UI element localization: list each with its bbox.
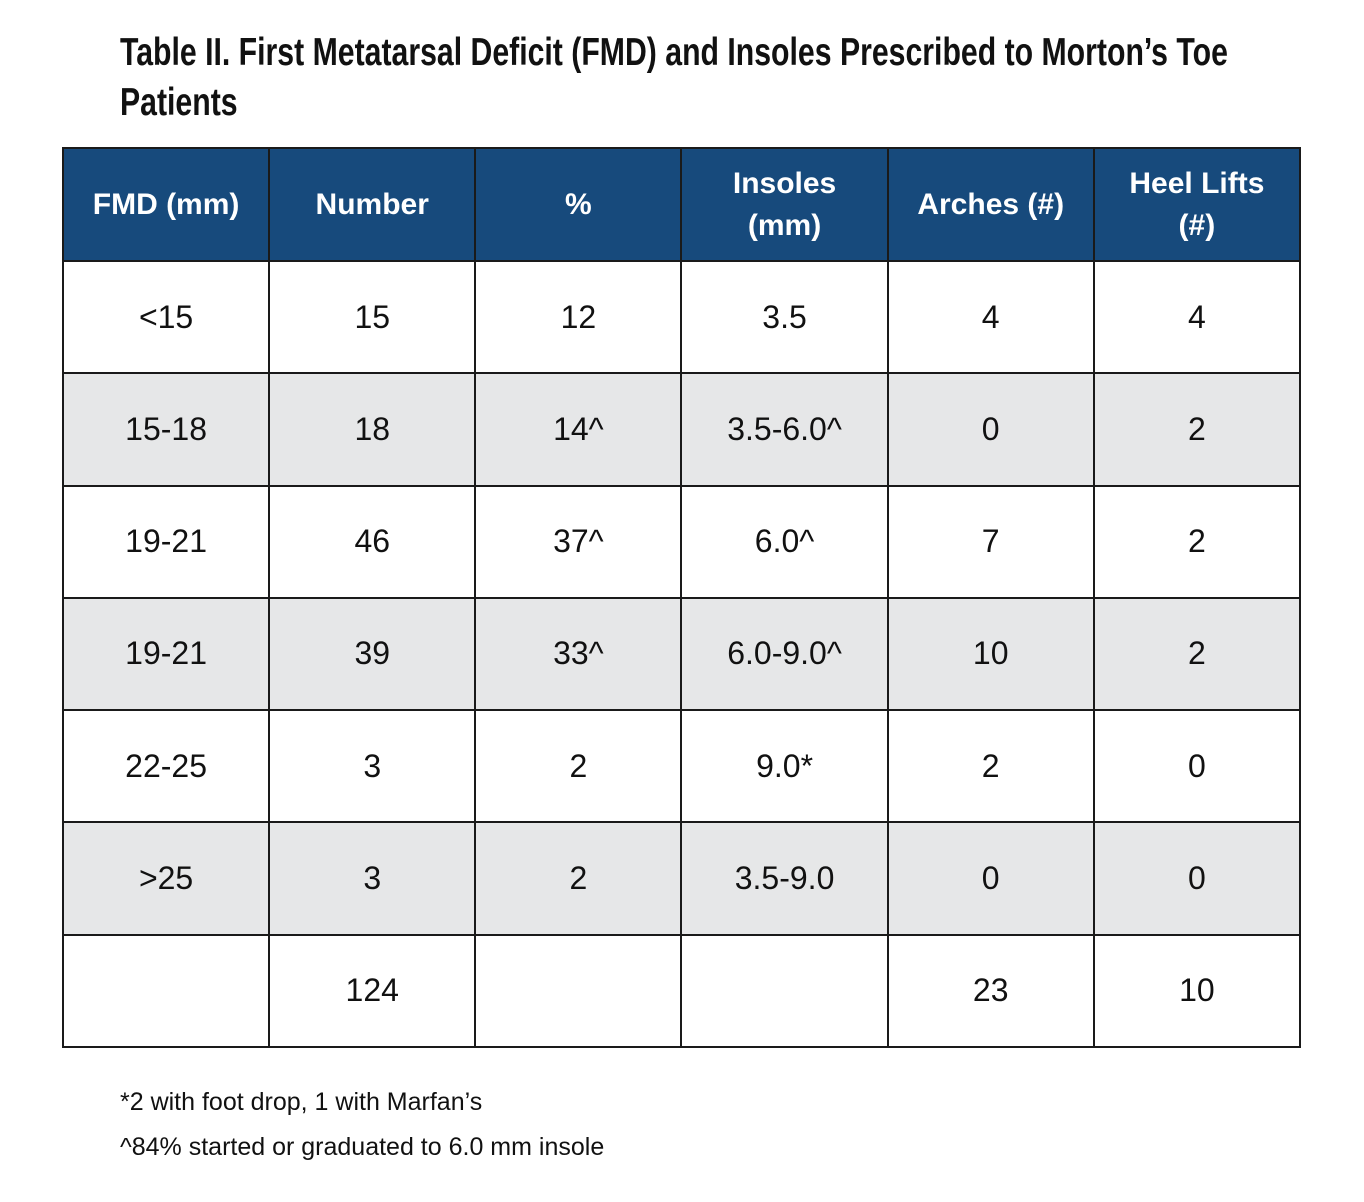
header-text: %	[565, 187, 592, 221]
table-cell: 3.5-6.0^	[680, 372, 889, 487]
table-cell: <15	[61, 259, 271, 375]
table-cell: 6.0^	[680, 484, 889, 599]
table-cell: 4	[886, 259, 1095, 375]
table-cell: 12	[474, 259, 683, 375]
table-cell: 0	[886, 372, 1095, 487]
header-cell: FMD (mm)	[61, 147, 271, 262]
header-text: Arches (#)	[917, 187, 1065, 221]
table-cell: 23	[886, 933, 1095, 1049]
table-cell: 10	[1092, 933, 1302, 1049]
table-cell: 3	[268, 821, 477, 936]
table-cell	[61, 933, 271, 1049]
table-cell: 3.5	[680, 259, 889, 375]
table-cell: 6.0-9.0^	[680, 596, 889, 712]
table-cell	[474, 933, 683, 1049]
table-cell: 15	[268, 259, 477, 375]
table-cell: 2	[1092, 372, 1302, 487]
table-cell: 9.0*	[680, 709, 889, 824]
table-row: >25 3 2 3.5-9.0 0 0	[61, 821, 1302, 936]
header-text: Heel Lifts (#)	[1129, 166, 1265, 242]
header-text: Insoles (mm)	[732, 166, 837, 242]
table-cell: 19-21	[61, 596, 271, 712]
table-row: 19-21 39 33^ 6.0-9.0^ 10 2	[61, 596, 1302, 712]
header-text: FMD (mm)	[92, 187, 240, 221]
table-cell: 0	[1092, 821, 1302, 936]
table-cell: 2	[1092, 484, 1302, 599]
table-cell: 10	[886, 596, 1095, 712]
table-cell: 33^	[474, 596, 683, 712]
footnote: ^84% started or graduated to 6.0 mm inso…	[120, 1133, 605, 1161]
header-cell: Arches (#)	[886, 147, 1095, 262]
header-text: Number	[315, 187, 429, 221]
table-cell: 7	[886, 484, 1095, 599]
table-row: 15-18 18 14^ 3.5-6.0^ 0 2	[61, 372, 1302, 487]
table-cell: 0	[1092, 709, 1302, 824]
table-cell: 39	[268, 596, 477, 712]
table-cell	[680, 933, 889, 1049]
table-cell: >25	[61, 821, 271, 936]
table-cell: 15-18	[61, 372, 271, 487]
table-row: <15 15 12 3.5 4 4	[61, 259, 1302, 375]
table-cell: 124	[268, 933, 477, 1049]
table-cell: 22-25	[61, 709, 271, 824]
table-cell: 37^	[474, 484, 683, 599]
table-cell: 3	[268, 709, 477, 824]
table-cell: 19-21	[61, 484, 271, 599]
table-cell: 2	[474, 709, 683, 824]
header-cell: %	[474, 147, 683, 262]
table-cell: 2	[886, 709, 1095, 824]
header-cell: Insoles (mm)	[680, 147, 889, 262]
table-cell: 2	[1092, 596, 1302, 712]
table-row: 124 23 10	[61, 933, 1302, 1049]
footnote: *2 with foot drop, 1 with Marfan’s	[120, 1088, 483, 1116]
table-cell: 46	[268, 484, 477, 599]
header-row: FMD (mm) Number% Insoles (mm) Arches (#) Hee…	[61, 147, 1302, 262]
table-cell: 0	[886, 821, 1095, 936]
table-cell: 3.5-9.0	[680, 821, 889, 936]
header-cell: Heel Lifts (#)	[1092, 147, 1302, 262]
table-cell: 2	[474, 821, 683, 936]
table-cell: 4	[1092, 259, 1302, 375]
table-body: <15 15 12 3.5 4 4 15-18 18 14^ 3.5-6.0^ 0 2 19-21 46 3…	[61, 259, 1302, 1049]
table-row: 22-25 3 2 9.0* 2 0	[61, 709, 1302, 824]
table-cell: 18	[268, 372, 477, 487]
table-title: Table II. First Metatarsal Deficit (FMD)…	[120, 31, 1228, 124]
header-cell: Number	[268, 147, 477, 262]
data-table: FMD (mm) Number% Insoles (mm) Arches (#) Hee…	[61, 147, 1302, 1049]
table-cell: 14^	[474, 372, 683, 487]
table-row: 19-21 46 37^ 6.0^ 7 2	[61, 484, 1302, 599]
